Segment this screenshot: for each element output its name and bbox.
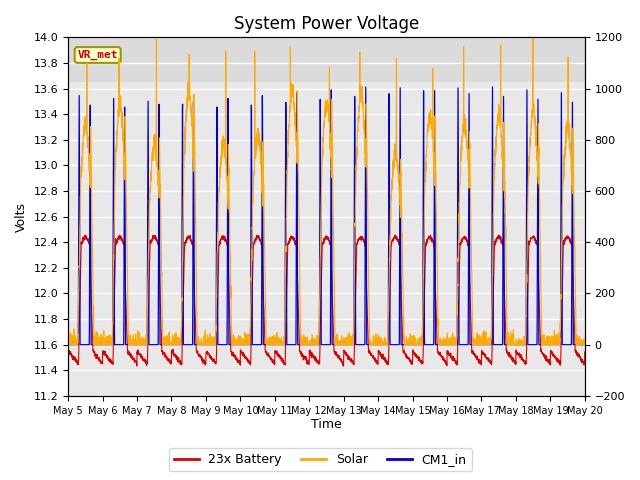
Bar [68, 37, 585, 82]
X-axis label: Time: Time [311, 419, 342, 432]
Y-axis label: Volts: Volts [15, 202, 28, 232]
Text: VR_met: VR_met [77, 50, 118, 60]
Title: System Power Voltage: System Power Voltage [234, 15, 419, 33]
Legend: 23x Battery, Solar, CM1_in: 23x Battery, Solar, CM1_in [168, 448, 472, 471]
